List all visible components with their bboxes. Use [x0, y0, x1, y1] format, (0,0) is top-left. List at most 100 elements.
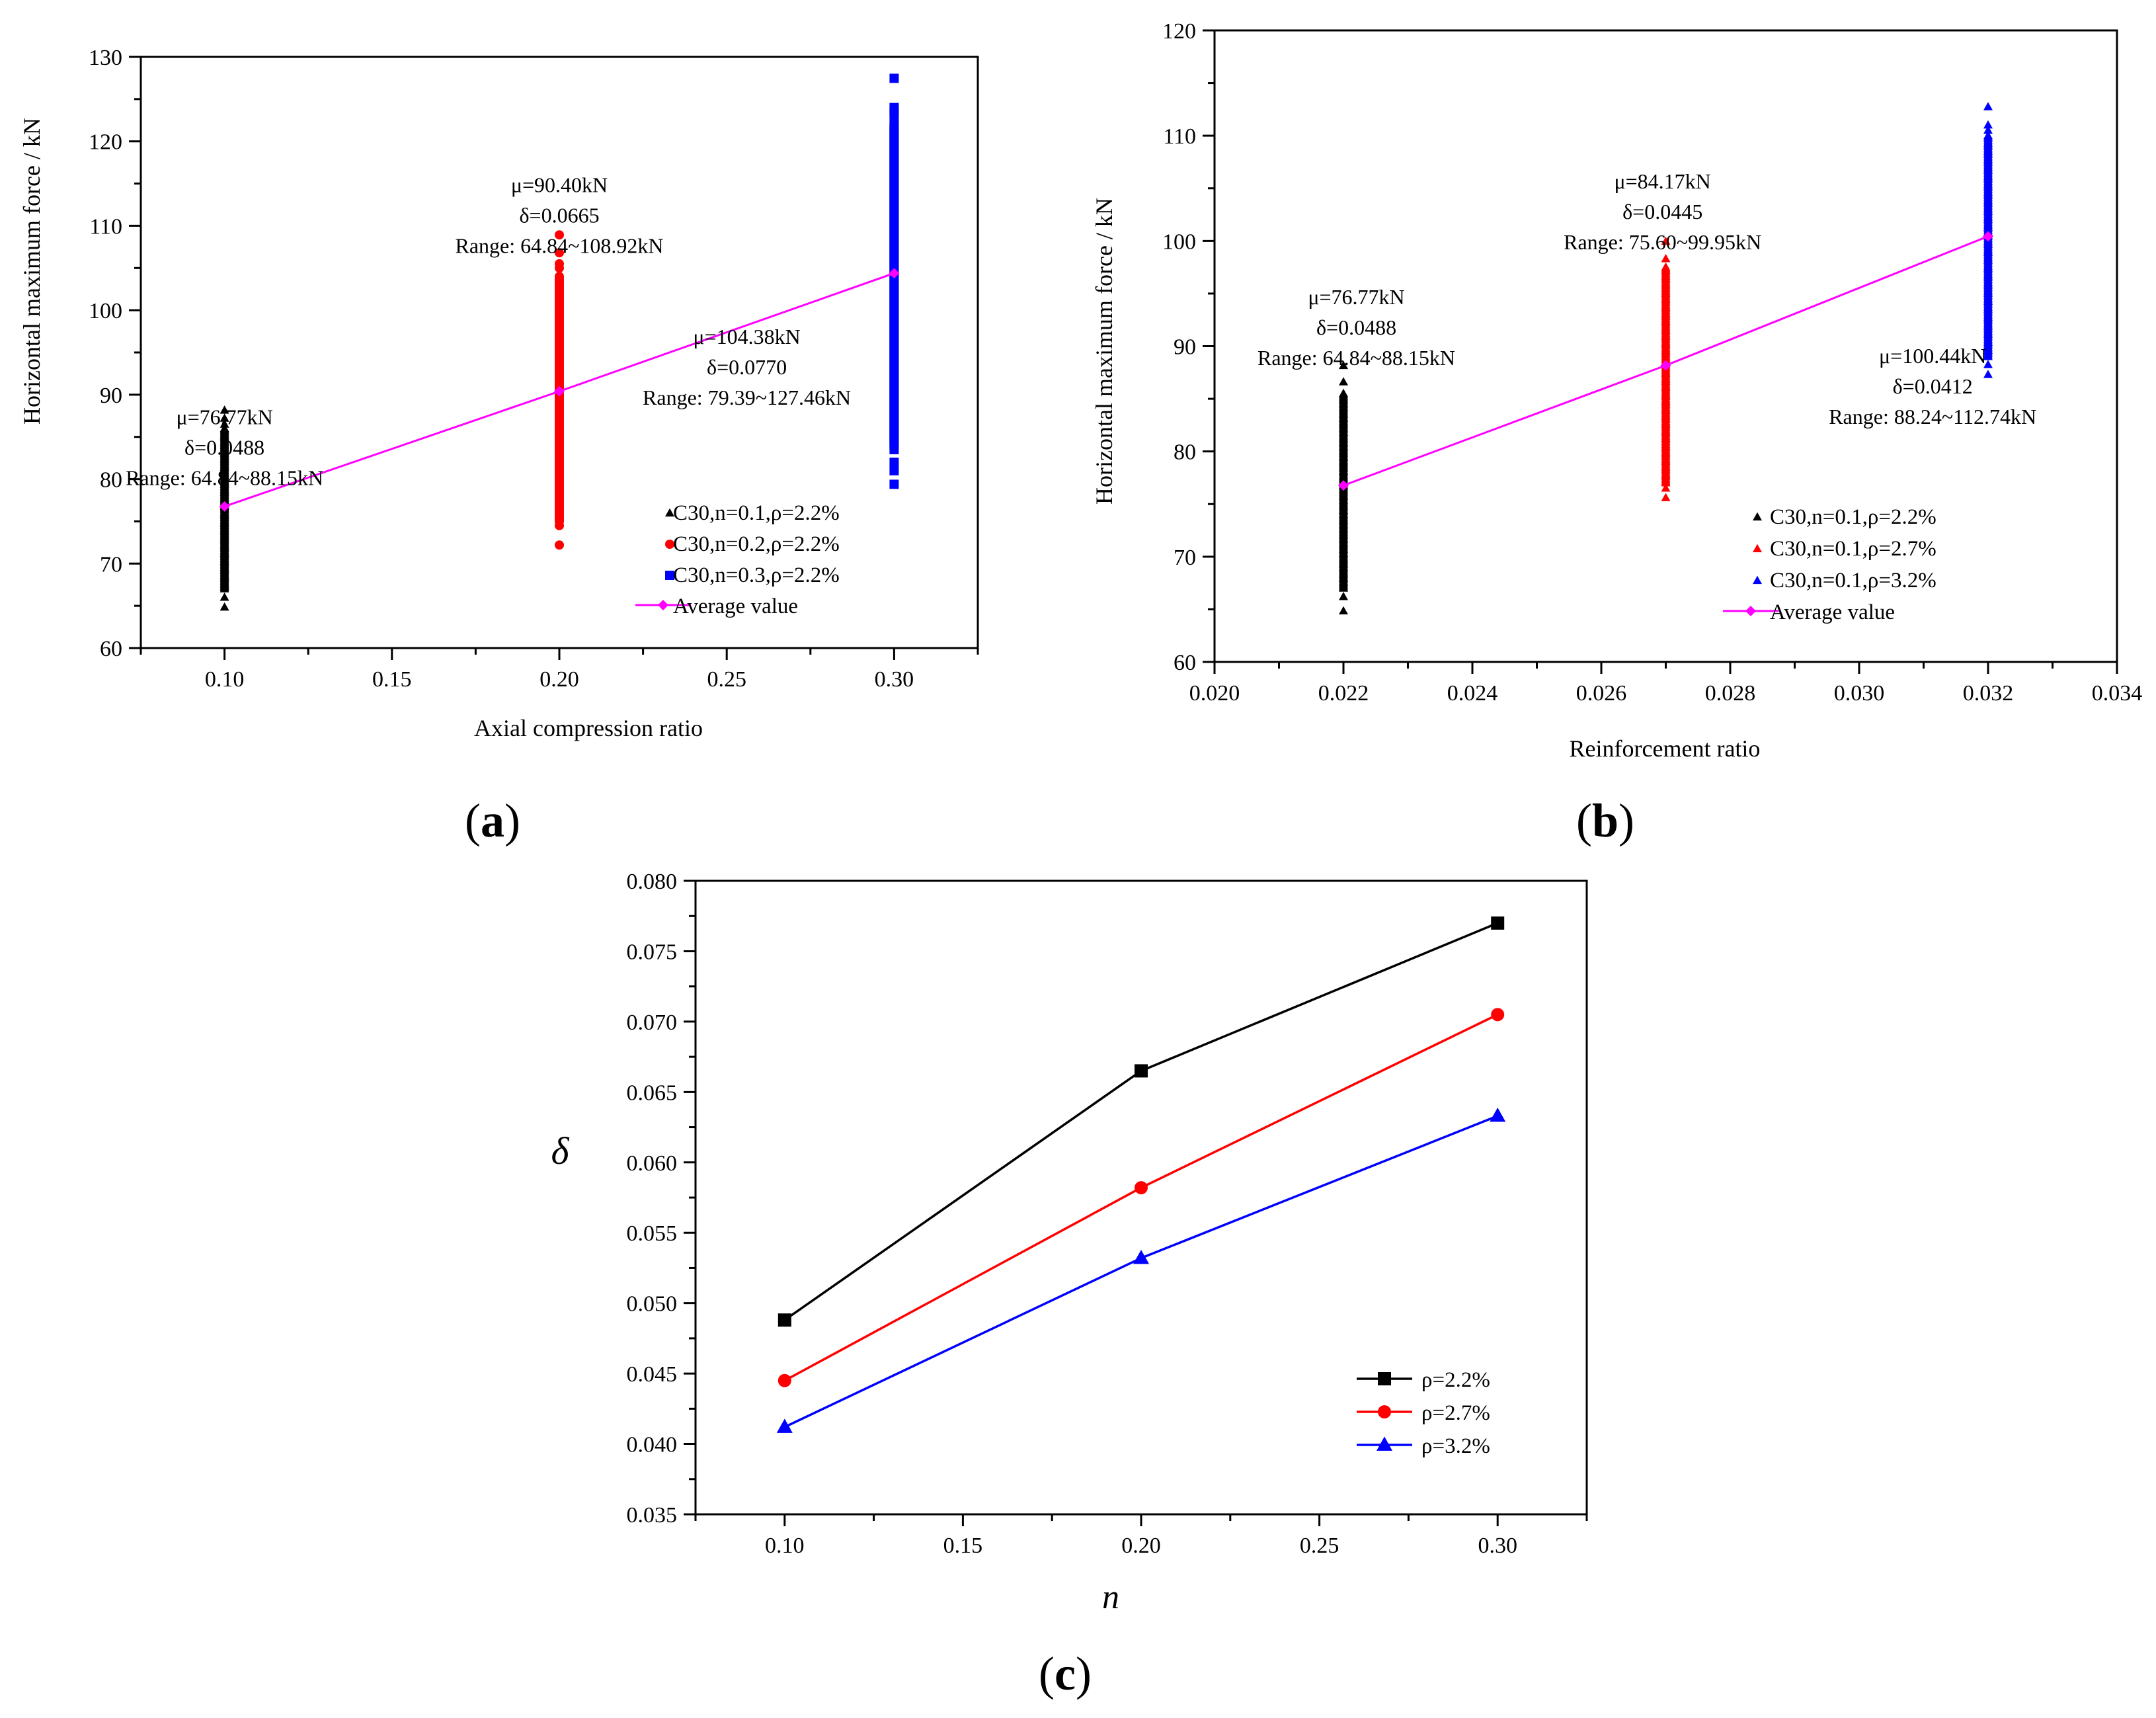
- y-tick-label-c: 0.065: [627, 1081, 678, 1105]
- legend-symbol-b-avg: [1745, 606, 1756, 616]
- data-point-a-0: [220, 593, 229, 601]
- data-point-b-2: [1983, 125, 1993, 134]
- data-point-a-0: [220, 602, 229, 611]
- chart-panel-a: Axial compression ratio Horizontal maxim…: [19, 46, 979, 847]
- annotation-line: δ=0.0665: [519, 203, 599, 227]
- data-point-c-2: [1490, 1107, 1506, 1122]
- y-tick-label-c: 0.060: [627, 1151, 678, 1176]
- chart-panel-b: Reinforcement ratio Horizontal maximum f…: [1091, 19, 2142, 847]
- legend-symbol-c-2: [1377, 1436, 1392, 1451]
- x-tick-label-c: 0.10: [765, 1534, 805, 1558]
- y-tick-label-a: 110: [89, 214, 122, 239]
- y-tick-label-c: 0.045: [627, 1362, 678, 1387]
- data-point-c-1: [1135, 1181, 1148, 1195]
- legend-symbol-c-0: [1378, 1372, 1391, 1385]
- average-point-b: [1983, 231, 1993, 242]
- data-point-b-0: [1339, 377, 1348, 386]
- series-a-2: [889, 73, 899, 489]
- data-point-b-0: [1339, 606, 1348, 615]
- plot-area-b: 0.020 0.022 0.024 0.026 0.028 0.030 0.032 0.034…: [1162, 19, 2142, 706]
- y-tick-label-a: 70: [100, 552, 122, 577]
- data-point-a-0: [220, 419, 229, 428]
- average-point-b: [1660, 360, 1671, 371]
- legend-a: C30,n=0.1,ρ=2.2% C30,n=0.2,ρ=2.2% C30,n=0.…: [635, 501, 840, 618]
- data-point-a-2: [889, 102, 899, 112]
- legend-b: C30,n=0.1,ρ=2.2% C30,n=0.1,ρ=2.7% C30,n=0.…: [1723, 505, 1936, 624]
- y-tick-label-c: 0.040: [627, 1433, 678, 1457]
- data-point-b-2: [1983, 120, 1993, 129]
- x-tick-label-b: 0.030: [1834, 681, 1885, 706]
- data-point-a-1: [555, 259, 564, 268]
- annotation-b-2: μ=100.44kN δ=0.0412 Range: 88.24~112.74kN: [1829, 344, 2036, 429]
- x-tick-label-b: 0.026: [1576, 681, 1627, 706]
- x-tick-label-a: 0.30: [875, 667, 914, 692]
- y-tick-label-a: 120: [89, 130, 122, 155]
- y-tick-label-b: 70: [1174, 546, 1196, 570]
- x-tick-label-a: 0.10: [205, 667, 245, 692]
- series-a-0: [220, 405, 229, 611]
- x-tick-label-c: 0.20: [1121, 1534, 1161, 1558]
- average-point-a: [889, 268, 900, 279]
- x-tick-label-c: 0.30: [1478, 1534, 1517, 1558]
- plot-area-a: 0.10 0.15 0.20 0.25 0.30 60 70 80 90 100 110 120 130…: [89, 46, 979, 692]
- y-tick-label-a: 100: [89, 299, 122, 323]
- annotation-line: δ=0.0445: [1622, 200, 1702, 224]
- y-tick-label-a: 130: [89, 46, 122, 70]
- legend-symbol-b-0: [1753, 512, 1762, 521]
- legend-symbol-b-2: [1753, 575, 1762, 585]
- data-point-a-0: [220, 405, 229, 414]
- annotation-line: μ=76.77kN: [1308, 285, 1404, 309]
- annotation-b-1: μ=84.17kN δ=0.0445 Range: 75.60~99.95kN: [1564, 169, 1761, 254]
- legend-entry-c-2: ρ=3.2%: [1421, 1434, 1490, 1458]
- data-point-a-2: [889, 120, 899, 130]
- data-point-b-2: [1983, 360, 1993, 368]
- annotation-b-0: μ=76.77kN δ=0.0488 Range: 64.84~88.15kN: [1258, 285, 1455, 370]
- y-tick-label-c: 0.075: [627, 940, 678, 964]
- x-axis-title-a: Axial compression ratio: [474, 715, 703, 741]
- x-tick-label-a: 0.20: [539, 667, 579, 692]
- legend-entry-b-avg: Average value: [1770, 600, 1895, 624]
- panel-label-c: (c): [1039, 1647, 1092, 1700]
- data-point-a-2: [889, 479, 899, 489]
- annotation-line: δ=0.0412: [1893, 374, 1973, 398]
- annotation-line: μ=100.44kN: [1879, 344, 1986, 368]
- annotation-line: Range: 64.84~88.15kN: [126, 466, 323, 490]
- legend-entry-b-0: C30,n=0.1,ρ=2.2%: [1770, 505, 1936, 529]
- legend-symbol-a-1: [665, 540, 674, 549]
- legend-symbol-a-0: [665, 508, 674, 517]
- data-point-b-1: [1661, 262, 1671, 271]
- data-point-c-0: [1491, 916, 1505, 930]
- y-tick-label-b: 60: [1174, 651, 1196, 675]
- x-tick-label-a: 0.15: [372, 667, 412, 692]
- panel-label-a: (a): [465, 794, 520, 847]
- data-point-a-2: [889, 73, 899, 83]
- annotation-line: δ=0.0488: [184, 436, 264, 460]
- data-point-c-1: [1491, 1008, 1505, 1022]
- data-point-a-1: [555, 230, 564, 240]
- y-tick-label-c: 0.080: [627, 870, 678, 894]
- legend-entry-c-0: ρ=2.2%: [1421, 1368, 1490, 1392]
- data-point-b-2: [1983, 102, 1993, 110]
- annotation-line: Range: 64.84~88.15kN: [1258, 346, 1455, 370]
- chart-panel-c: n δ 0.10 0.15 0.20 0.25 0.300.0350.0400.0450…: [551, 870, 1588, 1700]
- x-tick-label-b: 0.034: [2092, 681, 2143, 706]
- legend-c: ρ=2.2% ρ=2.7% ρ=3.2%: [1357, 1368, 1490, 1458]
- y-axis-title-b: Horizontal maximum force / kN: [1091, 198, 1117, 505]
- data-point-b-0: [1339, 591, 1348, 600]
- annotation-line: μ=84.17kN: [1614, 169, 1710, 193]
- legend-entry-a-1: C30,n=0.2,ρ=2.2%: [673, 532, 840, 556]
- data-point-a-1: [555, 520, 564, 530]
- data-point-a-1: [555, 540, 564, 550]
- data-point-b-1: [1661, 254, 1671, 263]
- annotation-a-0: μ=76.77kN δ=0.0488 Range: 64.84~88.15kN: [126, 405, 323, 490]
- data-point-c-0: [778, 1313, 791, 1327]
- legend-symbol-a-avg: [658, 600, 668, 610]
- legend-symbol-a-2: [665, 571, 674, 580]
- data-point-c-1: [778, 1373, 791, 1387]
- annotation-a-1: μ=90.40kN δ=0.0665 Range: 64.84~108.92kN: [455, 173, 663, 257]
- annotation-line: μ=104.38kN: [693, 325, 800, 348]
- data-point-a-0: [220, 413, 229, 422]
- data-point-b-1: [1661, 483, 1671, 492]
- average-point-a: [554, 386, 565, 397]
- legend-entry-a-2: C30,n=0.3,ρ=2.2%: [673, 563, 840, 587]
